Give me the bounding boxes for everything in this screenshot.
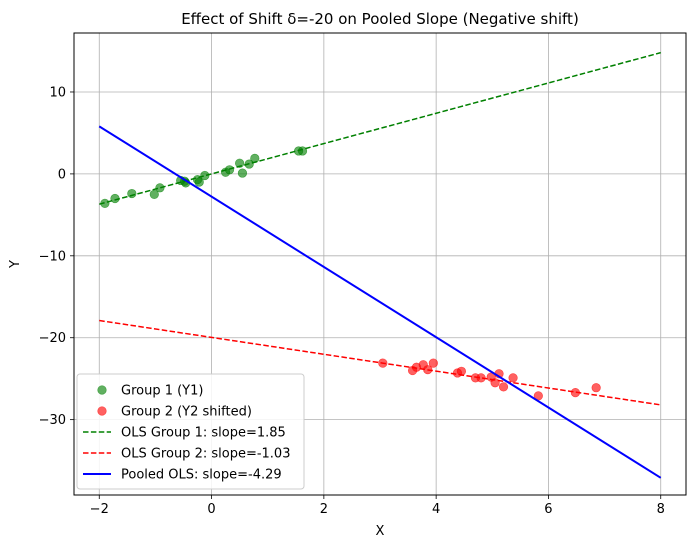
- group2-point: [508, 373, 518, 383]
- group1-point: [127, 188, 137, 199]
- group2-point: [591, 383, 601, 393]
- x-tick-label: 4: [432, 502, 440, 517]
- y-tick-label: 0: [58, 167, 66, 182]
- group2-point: [490, 378, 500, 388]
- legend-label: Group 1 (Y1): [121, 384, 203, 399]
- group1-point: [155, 183, 165, 193]
- series-layer: [98, 51, 662, 479]
- ols-group1-line: [99, 51, 661, 205]
- chart-title: Effect of Shift δ=-20 on Pooled Slope (N…: [181, 10, 579, 28]
- group1-point: [237, 168, 248, 178]
- y-tick-label: −30: [39, 413, 66, 428]
- x-tick-label: 6: [544, 502, 552, 517]
- group2-point: [428, 358, 438, 368]
- legend-label: OLS Group 1: slope=1.85: [121, 426, 286, 441]
- y-tick-label: −20: [39, 331, 66, 346]
- legend-label: Pooled OLS: slope=-4.29: [121, 468, 282, 483]
- x-tick-label: −2: [90, 502, 109, 517]
- y-tick-label: 10: [49, 85, 66, 100]
- legend-box: [76, 373, 305, 490]
- y-axis-label: Y: [8, 260, 23, 269]
- x-axis-label: X: [376, 524, 385, 539]
- group1-point: [200, 170, 210, 181]
- group2-point: [498, 382, 509, 392]
- legend-marker: [97, 406, 107, 416]
- group1-point: [250, 153, 260, 163]
- legend-label: OLS Group 2: slope=-1.03: [121, 447, 290, 462]
- legend-label: Group 2 (Y2 shifted): [121, 405, 252, 420]
- plot-area-frame: [73, 32, 687, 496]
- legend: Group 1 (Y1) Group 2 (Y2 shifted) OLS Grou…: [76, 373, 305, 490]
- pooled-ols-line: [98, 125, 662, 479]
- group1-point: [235, 158, 245, 168]
- legend-marker: [97, 385, 107, 395]
- y-tick-label: −10: [39, 249, 66, 264]
- x-tick-label: 0: [207, 502, 215, 517]
- grid: [74, 33, 686, 495]
- x-tick-label: 8: [657, 502, 665, 517]
- x-tick-label: 2: [320, 502, 328, 517]
